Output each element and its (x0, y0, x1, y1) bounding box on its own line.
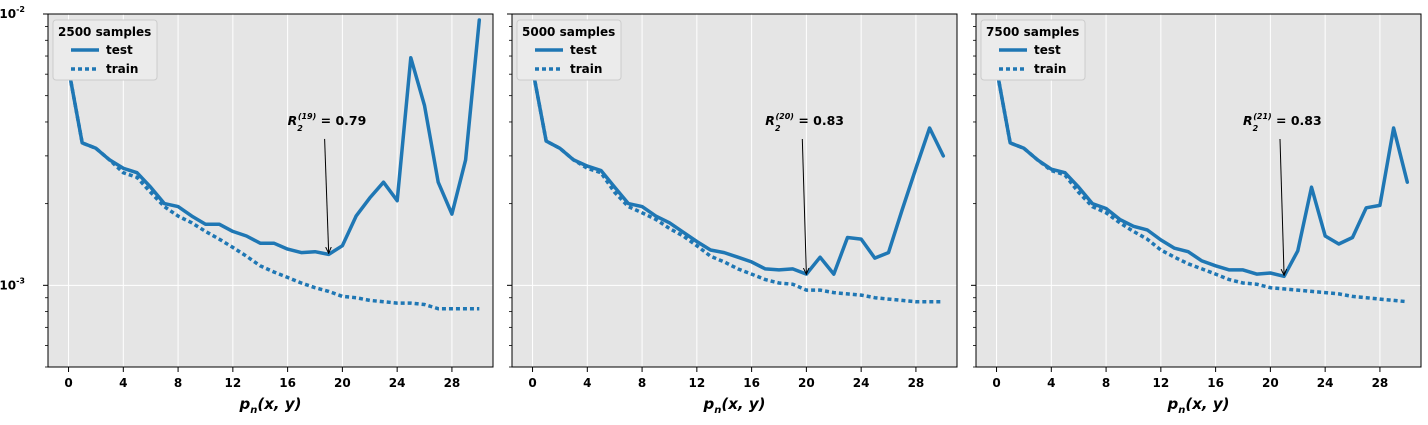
x-tick-label: 4 (583, 376, 591, 390)
x-axis-label-base: p (703, 395, 715, 413)
annotation-subscript: 2 (1253, 124, 1259, 133)
plot-frame (511, 13, 958, 368)
annotation-symbol: R (765, 113, 775, 128)
legend: 2500 samples test train (52, 19, 158, 81)
x-tick-label: 12 (224, 376, 241, 390)
x-axis-label-subscript: n (714, 405, 721, 416)
annotation-value: = 0.79 (316, 113, 366, 128)
x-axis-label: pn(x, y) (1167, 395, 1230, 416)
x-tick-label: 12 (1152, 376, 1169, 390)
y-tick-base: 10 (0, 7, 16, 21)
x-axis-label-args: (x, y) (257, 395, 301, 413)
legend: 7500 samples test train (980, 19, 1086, 81)
x-axis-label-args: (x, y) (721, 395, 765, 413)
annotation-arrow (324, 138, 329, 253)
legend-title: 2500 samples (58, 25, 151, 39)
x-tick-label: 4 (119, 376, 127, 390)
x-tick-label: 16 (743, 376, 760, 390)
annotation-label: R2 (20) = 0.83 (765, 112, 844, 133)
annotation-superscript: (21) (1253, 112, 1271, 121)
x-tick-label: 16 (279, 376, 296, 390)
x-axis-label: pn(x, y) (703, 395, 766, 416)
x-tick-label: 28 (444, 376, 461, 390)
annotation-value: = 0.83 (1272, 113, 1322, 128)
legend-label-test: test (106, 43, 133, 57)
legend-label-train: train (570, 62, 602, 76)
x-tick-label: 24 (389, 376, 406, 390)
series-line-train (530, 68, 944, 304)
annotation-superscript: (19) (298, 112, 316, 121)
legend-box (980, 19, 1086, 81)
x-tick-label: 0 (64, 376, 72, 390)
x-tick-label: 24 (1317, 376, 1334, 390)
legend: 5000 samples test train (516, 19, 622, 81)
series-line-train (66, 68, 480, 311)
annotation-arrow (1279, 138, 1284, 275)
chart-panel-2: R2 (20) = 0.83 0 4 8 12 16 20 24 28 pn(x, y) 5000 s… (507, 13, 958, 416)
x-tick-label: 28 (908, 376, 925, 390)
x-tick-label: 0 (992, 376, 1000, 390)
annotation-label: R2 (21) = 0.83 (1243, 112, 1322, 133)
annotation-arrow (801, 138, 806, 274)
x-tick-label: 20 (334, 376, 351, 390)
chart-panel-1: R2(19) = 0.790 4 8 12 16 20 24 2810-310-2pn(x, … (0, 5, 494, 416)
y-tick-exponent: -2 (16, 5, 25, 14)
y-tick-label: 10-3 (0, 276, 25, 292)
annotation-value: = 0.83 (794, 113, 844, 128)
plot-frame (975, 13, 1422, 368)
annotation-label: R2 (19) = 0.79 (288, 112, 367, 133)
x-tick-label: 20 (798, 376, 815, 390)
x-tick-label: 24 (853, 376, 870, 390)
x-tick-label: 8 (638, 376, 646, 390)
legend-label-test: test (1034, 43, 1061, 57)
annotation-subscript: 2 (775, 124, 781, 133)
x-axis-label-args: (x, y) (1185, 395, 1229, 413)
x-tick-label: 4 (1047, 376, 1055, 390)
x-tick-label: 16 (1207, 376, 1224, 390)
legend-box (516, 19, 622, 81)
x-tick-label: 8 (1102, 376, 1110, 390)
annotation-symbol: R (1243, 113, 1253, 128)
x-axis-label-base: p (1167, 395, 1179, 413)
legend-title: 7500 samples (986, 25, 1079, 39)
series-line-train (994, 68, 1408, 304)
annotation-symbol: R (288, 113, 298, 128)
x-axis-label-subscript: n (250, 405, 257, 416)
series-line-test (66, 18, 482, 257)
series-line-test (994, 66, 1410, 279)
plot-frame (47, 13, 494, 368)
x-tick-label: 8 (174, 376, 182, 390)
x-tick-label: 28 (1372, 376, 1389, 390)
legend-box (52, 19, 158, 81)
legend-title: 5000 samples (522, 25, 615, 39)
y-tick-exponent: -3 (16, 276, 25, 285)
x-tick-label: 12 (688, 376, 705, 390)
x-tick-label: 20 (1262, 376, 1279, 390)
chart-panel-3: R2 (21) = 0.83 0 4 8 12 16 20 24 28 pn(x, y) 7500 s… (971, 13, 1422, 416)
legend-label-test: test (570, 43, 597, 57)
y-tick-label: 10-2 (0, 5, 25, 21)
x-tick-label: 0 (528, 376, 536, 390)
y-tick-base: 10 (0, 278, 16, 292)
annotation-subscript: 2 (297, 124, 303, 133)
legend-label-train: train (106, 62, 138, 76)
x-axis-label-base: p (239, 395, 251, 413)
series-line-test (530, 66, 946, 276)
x-axis-label-subscript: n (1178, 405, 1185, 416)
annotation-superscript: (20) (776, 112, 794, 121)
legend-label-train: train (1034, 62, 1066, 76)
x-axis-label: pn(x, y) (239, 395, 302, 416)
